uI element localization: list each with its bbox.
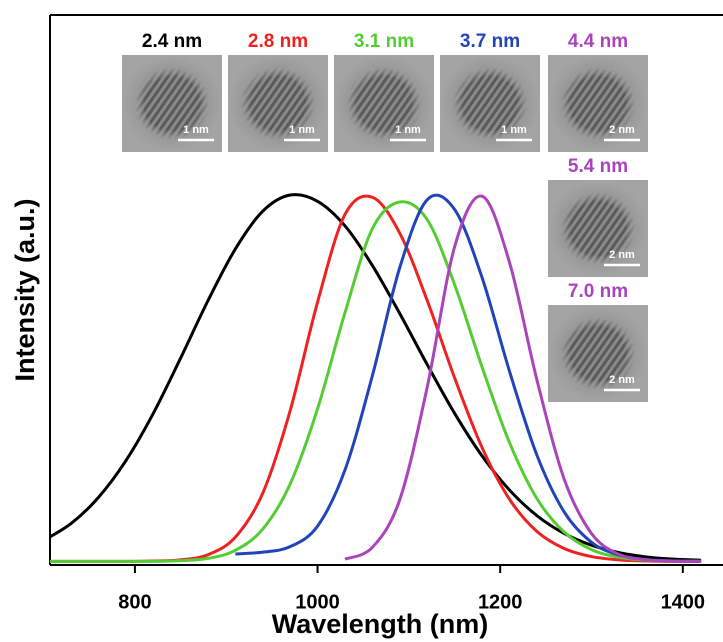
scale-label: 2 nm <box>609 374 635 386</box>
scale-label: 1 nm <box>501 124 527 136</box>
y-axis-label: Intensity (a.u.) <box>10 198 40 381</box>
inset-label: 3.7 nm <box>460 31 520 52</box>
series-line <box>344 194 702 563</box>
scale-label: 1 nm <box>183 124 209 136</box>
tem-image-fade <box>122 55 222 152</box>
x-tick-label: 1000 <box>295 591 340 613</box>
inset-label: 2.8 nm <box>248 31 308 52</box>
tem-image-fade <box>228 55 328 152</box>
tem-image-fade <box>548 305 648 402</box>
x-tick-label: 800 <box>118 591 151 613</box>
scale-label: 1 nm <box>395 124 421 136</box>
plot-area <box>50 193 702 563</box>
tem-image-fade <box>548 180 648 277</box>
inset-label: 4.4 nm <box>568 31 628 52</box>
x-tick-label: 1200 <box>478 591 523 613</box>
x-axis-label: Wavelength (nm) <box>272 609 489 639</box>
series-line <box>50 193 702 562</box>
inset-label: 3.1 nm <box>354 31 414 52</box>
x-tick-label: 1400 <box>661 591 706 613</box>
tem-image-fade <box>334 55 434 152</box>
tem-image-fade <box>548 55 648 152</box>
tem-image-fade <box>440 55 540 152</box>
inset-label: 2.4 nm <box>142 31 202 52</box>
inset-label: 5.4 nm <box>568 156 628 177</box>
scale-label: 2 nm <box>609 124 635 136</box>
scale-label: 1 nm <box>289 124 315 136</box>
series-line <box>50 200 702 563</box>
inset-label: 7.0 nm <box>568 281 628 302</box>
scale-label: 2 nm <box>609 249 635 261</box>
